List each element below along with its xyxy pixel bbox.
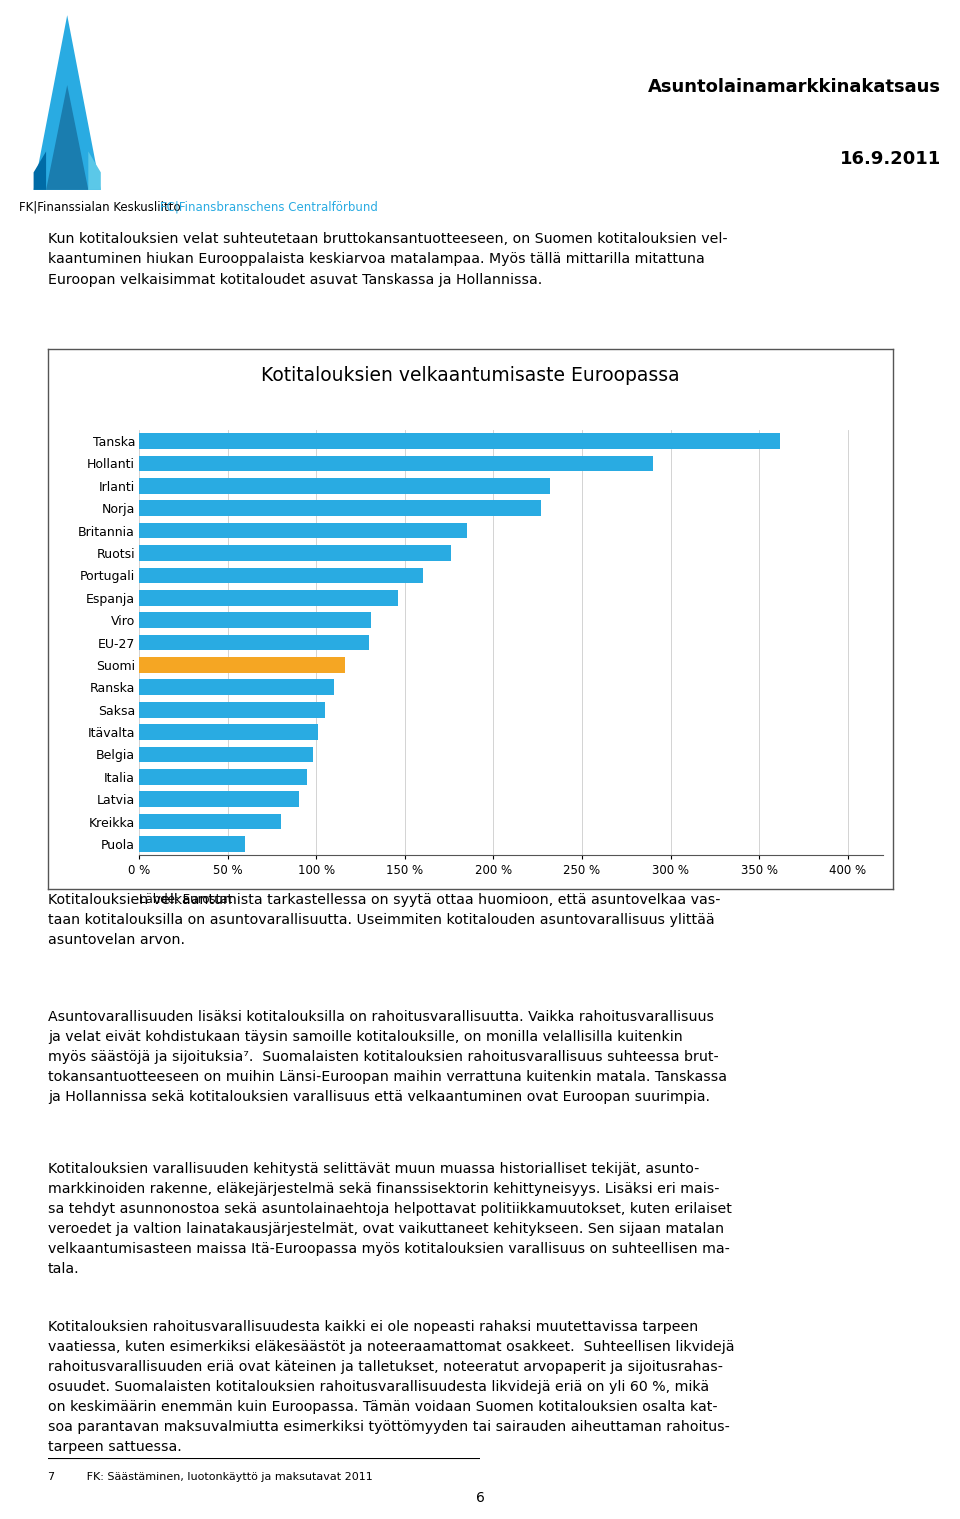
Bar [139, 747, 313, 763]
Bar [139, 568, 422, 583]
Polygon shape [34, 152, 46, 190]
Bar [139, 612, 372, 627]
Bar [139, 725, 318, 740]
Bar [139, 433, 780, 450]
Text: Kotitalouksien velkaantumista tarkastellessa on syytä ottaa huomioon, että asunt: Kotitalouksien velkaantumista tarkastell… [48, 893, 721, 948]
Bar [139, 589, 397, 606]
Text: Kotitalouksien varallisuuden kehitystä selittävät muun muassa historialliset tek: Kotitalouksien varallisuuden kehitystä s… [48, 1162, 732, 1276]
Text: Kotitalouksien rahoitusvarallisuudesta kaikki ei ole nopeasti rahaksi muutettavi: Kotitalouksien rahoitusvarallisuudesta k… [48, 1320, 734, 1454]
Text: FC|Finansbranschens Centralförbund: FC|Finansbranschens Centralförbund [160, 201, 378, 213]
Bar [139, 635, 370, 650]
Bar [139, 791, 299, 807]
Text: Asuntovarallisuuden lisäksi kotitalouksilla on rahoitusvarallisuutta. Vaikka rah: Asuntovarallisuuden lisäksi kotitalouksi… [48, 1010, 727, 1104]
Bar [139, 679, 334, 696]
Bar [139, 814, 281, 829]
Bar [139, 702, 325, 717]
Bar [139, 545, 451, 561]
Text: Kotitalouksien velkaantumisaste Euroopassa: Kotitalouksien velkaantumisaste Euroopas… [261, 366, 680, 384]
Text: Kun kotitalouksien velat suhteutetaan bruttokansantuotteeseen, on Suomen kotital: Kun kotitalouksien velat suhteutetaan br… [48, 232, 728, 287]
Bar [139, 523, 467, 538]
Bar [139, 478, 550, 494]
Text: FK|Finanssialan Keskusliitto: FK|Finanssialan Keskusliitto [19, 201, 184, 213]
Bar [139, 456, 653, 471]
Polygon shape [46, 85, 88, 190]
Polygon shape [34, 15, 101, 190]
Polygon shape [88, 152, 101, 190]
Bar [139, 500, 541, 516]
Text: Lähde: Eurostat: Lähde: Eurostat [139, 893, 232, 907]
Text: 6: 6 [475, 1490, 485, 1505]
Text: 7         FK: Säästäminen, luotonkäyttö ja maksutavat 2011: 7 FK: Säästäminen, luotonkäyttö ja maksu… [48, 1472, 372, 1483]
Bar [139, 835, 246, 852]
Text: 16.9.2011: 16.9.2011 [840, 150, 941, 169]
Text: Asuntolainamarkkinakatsaus: Asuntolainamarkkinakatsaus [648, 77, 941, 96]
Bar [139, 769, 307, 785]
Bar [139, 658, 345, 673]
